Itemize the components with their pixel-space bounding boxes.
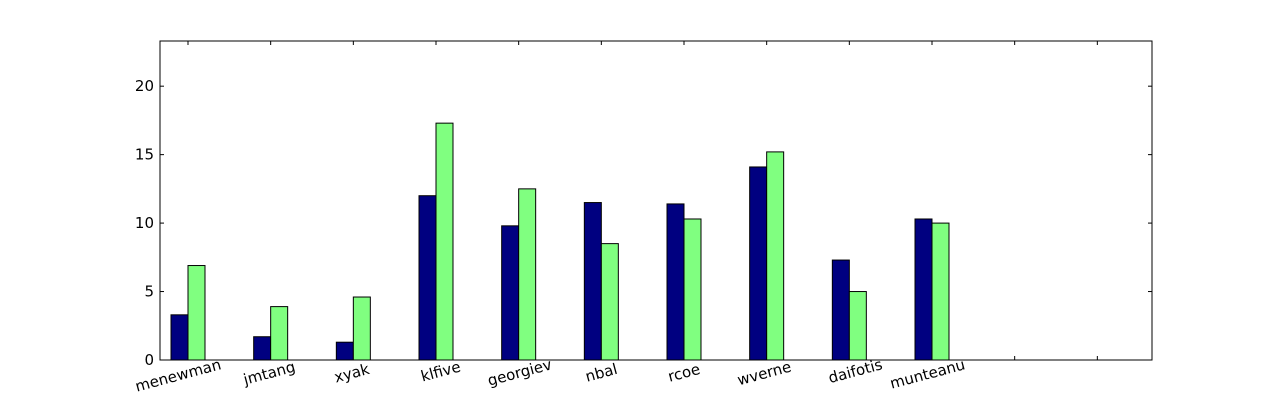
bar-georgiev-series-1 [501,225,520,361]
y-tick-label: 20 [135,77,154,95]
bar-wverne-series-1 [749,166,768,361]
y-tick-label: 10 [135,214,154,232]
bar-xyak-series-1 [335,341,354,361]
x-tick-label: nbal [583,360,619,386]
bar-jmtang-series-1 [253,336,272,361]
x-tick-label: munteanu [888,355,967,392]
x-tick-labels: menewman jmtang xyak klfive georgiev nbal rcoe… [133,355,967,395]
x-tick-label: xyak [332,360,371,387]
bar-jmtang-series-2 [270,306,289,361]
bar-georgiev-series-2 [518,188,537,361]
x-tick-label: wverne [735,358,793,390]
y-tick-label: 5 [144,283,154,301]
x-tick-label: klfive [419,358,463,386]
bar-wverne-series-2 [766,151,785,361]
plot-area-frame [159,40,1153,361]
y-tick-label: 0 [144,351,154,369]
bar-rcoe-series-1 [666,203,685,361]
x-tick-label: jmtang [240,358,297,389]
bar-nbal-series-1 [583,202,602,361]
bar-menewman-series-2 [187,265,206,361]
y-tick-label: 15 [135,146,154,164]
bar-munteanu-series-1 [914,218,933,361]
bar-xyak-series-2 [352,296,371,361]
bar-munteanu-series-2 [931,222,950,361]
bars [170,122,950,361]
bar-klfive-series-2 [435,122,454,361]
bar-nbal-series-2 [600,243,619,361]
bar-rcoe-series-2 [683,218,702,361]
bar-daifotis-series-1 [831,259,850,361]
y-tick-labels: 0 5 10 15 20 [135,77,154,369]
bar-klfive-series-1 [418,195,437,361]
bar-menewman-series-1 [170,314,189,361]
axis-ticks [160,41,1152,361]
x-tick-label: rcoe [666,360,702,386]
bar-daifotis-series-2 [848,291,867,361]
